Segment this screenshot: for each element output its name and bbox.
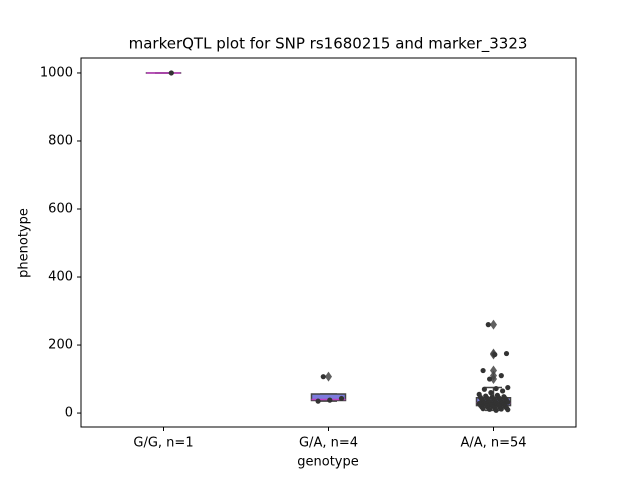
point xyxy=(493,385,499,392)
outlier xyxy=(490,319,497,330)
y-tick-label: 200 xyxy=(48,338,73,353)
x-tick-label: G/A, n=4 xyxy=(299,436,358,451)
x-tick-label: G/G, n=1 xyxy=(133,436,193,451)
point xyxy=(480,367,486,374)
y-tick-label: 0 xyxy=(65,406,73,421)
point xyxy=(498,406,504,412)
point xyxy=(498,373,504,379)
x-axis-label: genotype xyxy=(297,455,358,470)
point xyxy=(320,374,326,380)
point xyxy=(488,390,494,396)
point xyxy=(500,388,506,394)
outlier xyxy=(325,371,332,382)
y-tick-label: 400 xyxy=(48,270,73,285)
point xyxy=(315,398,321,404)
point xyxy=(480,406,486,412)
point xyxy=(492,351,498,358)
point xyxy=(327,397,333,403)
y-tick-label: 800 xyxy=(48,133,73,148)
outlier xyxy=(490,374,497,385)
point xyxy=(505,407,511,413)
chart-title: markerQTL plot for SNP rs1680215 and mar… xyxy=(129,35,528,54)
plot-frame xyxy=(80,57,577,428)
outlier xyxy=(490,365,497,376)
y-axis-label: phenotype xyxy=(17,208,32,278)
point xyxy=(493,407,499,413)
point xyxy=(481,386,487,392)
point xyxy=(487,376,493,382)
y-tick-label: 600 xyxy=(48,202,73,217)
x-tick-label: A/A, n=54 xyxy=(460,436,526,451)
point xyxy=(487,406,493,412)
point xyxy=(505,384,511,391)
point xyxy=(168,70,174,76)
point xyxy=(338,395,345,402)
point xyxy=(485,322,491,328)
point xyxy=(505,399,511,405)
point xyxy=(503,350,510,357)
y-tick-label: 1000 xyxy=(40,65,73,80)
